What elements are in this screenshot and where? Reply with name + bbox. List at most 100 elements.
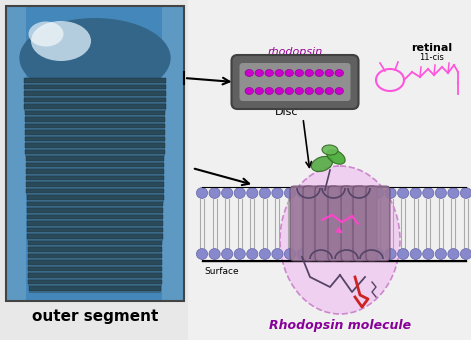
Bar — [6, 291, 184, 297]
Ellipse shape — [284, 249, 296, 259]
Bar — [6, 129, 184, 135]
Bar — [26, 167, 164, 169]
Bar — [24, 102, 166, 104]
Bar — [28, 273, 162, 278]
Ellipse shape — [373, 249, 383, 259]
Bar — [27, 221, 163, 226]
Ellipse shape — [322, 145, 338, 155]
Bar — [24, 89, 166, 91]
Ellipse shape — [285, 69, 293, 76]
Bar — [6, 60, 184, 66]
Bar — [6, 21, 184, 27]
Ellipse shape — [373, 188, 383, 199]
Bar — [26, 182, 164, 187]
Bar — [28, 258, 162, 260]
Bar — [6, 247, 184, 253]
Bar — [27, 215, 163, 219]
Ellipse shape — [422, 188, 434, 199]
Bar — [6, 212, 184, 218]
Ellipse shape — [398, 188, 409, 199]
FancyBboxPatch shape — [328, 186, 352, 261]
Ellipse shape — [460, 188, 471, 199]
Ellipse shape — [360, 249, 371, 259]
Bar — [25, 141, 165, 143]
Bar — [6, 276, 184, 282]
Bar — [24, 110, 165, 115]
Bar — [27, 202, 163, 206]
Bar — [24, 122, 165, 124]
Bar — [27, 241, 162, 245]
Bar — [6, 178, 184, 184]
Bar — [6, 232, 184, 238]
Ellipse shape — [335, 249, 346, 259]
Bar — [25, 124, 165, 128]
Ellipse shape — [234, 249, 245, 259]
Bar — [6, 99, 184, 105]
Bar — [27, 234, 162, 239]
Ellipse shape — [335, 87, 343, 95]
Ellipse shape — [385, 188, 396, 199]
FancyBboxPatch shape — [315, 186, 339, 261]
FancyBboxPatch shape — [303, 186, 327, 261]
Ellipse shape — [209, 249, 220, 259]
Ellipse shape — [410, 188, 422, 199]
Bar — [24, 108, 166, 111]
Bar — [6, 114, 184, 120]
Ellipse shape — [315, 87, 324, 95]
Ellipse shape — [196, 249, 208, 259]
Bar — [27, 208, 163, 213]
Ellipse shape — [196, 188, 208, 199]
Bar — [6, 11, 184, 17]
Bar — [6, 227, 184, 233]
Ellipse shape — [19, 18, 171, 98]
Bar — [25, 135, 165, 137]
Ellipse shape — [297, 249, 308, 259]
FancyBboxPatch shape — [239, 63, 350, 101]
Bar — [28, 278, 162, 280]
Bar — [25, 154, 164, 156]
Bar — [28, 260, 162, 265]
Ellipse shape — [335, 188, 346, 199]
FancyBboxPatch shape — [353, 186, 377, 261]
Ellipse shape — [322, 188, 333, 199]
Ellipse shape — [295, 87, 303, 95]
Ellipse shape — [259, 188, 270, 199]
Bar — [6, 104, 184, 110]
Bar — [6, 252, 184, 258]
Bar — [6, 80, 184, 86]
Bar — [6, 149, 184, 154]
Ellipse shape — [221, 188, 233, 199]
Ellipse shape — [272, 188, 283, 199]
Bar — [27, 245, 162, 248]
Bar — [28, 267, 162, 271]
Bar — [26, 180, 164, 182]
Ellipse shape — [265, 87, 274, 95]
Ellipse shape — [280, 166, 400, 314]
Bar — [188, 0, 471, 340]
Bar — [27, 228, 163, 232]
Ellipse shape — [309, 188, 321, 199]
Bar — [6, 267, 184, 272]
Ellipse shape — [347, 249, 358, 259]
Bar — [6, 31, 184, 36]
Ellipse shape — [385, 249, 396, 259]
Bar — [6, 163, 184, 169]
Text: 11-cis: 11-cis — [420, 52, 445, 62]
Bar — [6, 85, 184, 90]
Bar — [6, 296, 184, 302]
FancyBboxPatch shape — [341, 186, 365, 261]
Ellipse shape — [305, 87, 314, 95]
Bar — [28, 254, 162, 258]
Bar — [6, 217, 184, 223]
Bar — [6, 188, 184, 194]
Bar — [26, 176, 164, 180]
Ellipse shape — [305, 69, 314, 76]
Ellipse shape — [347, 188, 358, 199]
Ellipse shape — [327, 150, 345, 164]
Bar — [6, 26, 184, 32]
Ellipse shape — [295, 69, 303, 76]
Bar — [6, 139, 184, 144]
Text: rhodopsin: rhodopsin — [268, 47, 323, 57]
Bar — [6, 55, 184, 61]
Ellipse shape — [315, 69, 324, 76]
